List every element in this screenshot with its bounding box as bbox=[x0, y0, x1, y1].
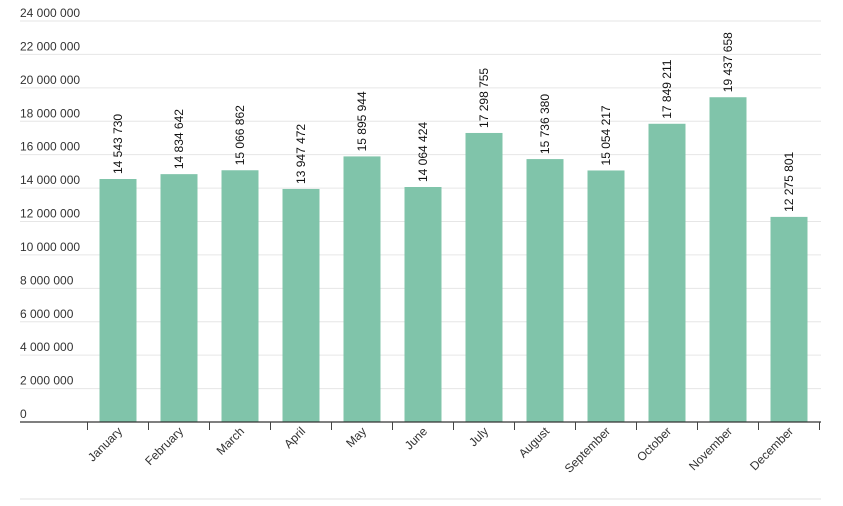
x-category-label: April bbox=[281, 424, 308, 451]
data-label: 17 849 211 bbox=[660, 59, 674, 118]
y-tick-label: 20 000 000 bbox=[20, 73, 80, 87]
y-tick-label: 12 000 000 bbox=[20, 207, 80, 221]
y-tick-label: 4 000 000 bbox=[20, 340, 74, 354]
data-label: 13 947 472 bbox=[294, 124, 308, 184]
data-label: 15 066 862 bbox=[233, 105, 247, 165]
data-label: 14 543 730 bbox=[111, 114, 125, 174]
data-label: 15 736 380 bbox=[538, 94, 552, 154]
data-label: 15 054 217 bbox=[599, 105, 613, 165]
bar-july bbox=[465, 132, 503, 423]
x-axis-ticks bbox=[87, 422, 820, 430]
bar-october bbox=[648, 123, 686, 422]
data-labels: 14 543 730 14 834 642 15 066 862 13 947 472… bbox=[111, 32, 796, 212]
data-label: 14 064 424 bbox=[416, 122, 430, 182]
bar-january bbox=[99, 178, 137, 422]
y-tick-label: 6 000 000 bbox=[20, 307, 74, 321]
bar-september bbox=[587, 170, 625, 422]
x-category-label: May bbox=[343, 424, 369, 450]
y-tick-label: 24 000 000 bbox=[20, 6, 80, 20]
y-tick-label: 18 000 000 bbox=[20, 106, 80, 120]
data-label: 14 834 642 bbox=[172, 109, 186, 169]
bar-december bbox=[770, 216, 808, 422]
bar-march bbox=[221, 170, 259, 422]
y-tick-label: 22 000 000 bbox=[20, 39, 80, 53]
bar-november bbox=[709, 97, 747, 423]
data-label: 15 895 944 bbox=[355, 91, 369, 151]
y-axis-labels: 0 2 000 000 4 000 000 6 000 000 8 000 000 10 … bbox=[20, 6, 80, 421]
bar-february bbox=[160, 174, 198, 422]
y-tick-label: 8 000 000 bbox=[20, 273, 74, 287]
y-tick-label: 16 000 000 bbox=[20, 140, 80, 154]
y-tick-label: 10 000 000 bbox=[20, 240, 80, 254]
y-tick-label: 0 bbox=[20, 407, 27, 421]
x-category-label: March bbox=[214, 424, 247, 457]
bar-august bbox=[526, 159, 564, 422]
x-category-label: October bbox=[634, 424, 674, 464]
x-category-label: November bbox=[686, 424, 735, 473]
bar-may bbox=[343, 156, 381, 422]
bar-june bbox=[404, 187, 442, 422]
data-label: 12 275 801 bbox=[782, 152, 796, 212]
x-category-label: September bbox=[562, 424, 613, 475]
x-category-label: January bbox=[85, 424, 125, 464]
x-category-label: June bbox=[402, 424, 431, 453]
bars bbox=[99, 97, 808, 423]
x-category-label: February bbox=[142, 424, 186, 468]
x-category-label: December bbox=[747, 424, 796, 473]
x-category-label: July bbox=[466, 424, 491, 449]
y-tick-label: 2 000 000 bbox=[20, 374, 74, 388]
data-label: 19 437 658 bbox=[721, 32, 735, 92]
data-label: 17 298 755 bbox=[477, 68, 491, 128]
y-tick-label: 14 000 000 bbox=[20, 173, 80, 187]
x-axis-labels: January February March April May June July Augu… bbox=[85, 424, 796, 476]
bar-april bbox=[282, 188, 320, 422]
x-category-label: August bbox=[516, 424, 553, 461]
